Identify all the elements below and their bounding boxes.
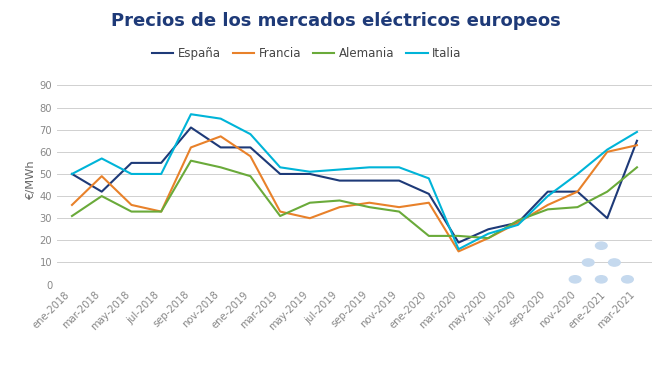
Italia	[425, 176, 433, 181]
Alemania	[306, 201, 314, 205]
Alemania	[157, 209, 165, 214]
Francia	[216, 134, 224, 139]
España	[157, 161, 165, 165]
Francia	[247, 154, 255, 158]
España	[187, 125, 195, 130]
España	[573, 189, 581, 194]
Line: Alemania: Alemania	[72, 161, 637, 238]
Line: España: España	[72, 128, 637, 243]
Francia	[366, 201, 374, 205]
España	[216, 145, 224, 150]
Francia	[514, 220, 522, 225]
España	[425, 192, 433, 196]
Italia	[97, 156, 106, 161]
España	[603, 216, 612, 221]
Italia	[187, 112, 195, 116]
España	[395, 178, 403, 183]
Francia	[633, 143, 641, 147]
España	[335, 178, 343, 183]
Italia	[247, 132, 255, 137]
Francia	[157, 209, 165, 214]
España	[247, 145, 255, 150]
Italia	[276, 165, 284, 170]
Alemania	[128, 209, 136, 214]
Alemania	[514, 218, 522, 223]
Line: Francia: Francia	[72, 137, 637, 251]
Alemania	[544, 207, 552, 212]
Italia	[366, 165, 374, 170]
Italia	[395, 165, 403, 170]
Francia	[128, 203, 136, 207]
Francia	[573, 189, 581, 194]
Francia	[454, 249, 462, 254]
España	[306, 172, 314, 176]
Ellipse shape	[622, 276, 633, 283]
Francia	[544, 203, 552, 207]
Italia	[573, 172, 581, 176]
Alemania	[395, 209, 403, 214]
España	[485, 227, 493, 231]
España	[128, 161, 136, 165]
España	[544, 189, 552, 194]
Francia	[187, 145, 195, 150]
Alemania	[247, 174, 255, 179]
Alemania	[366, 205, 374, 209]
Alemania	[187, 158, 195, 163]
Italia	[306, 170, 314, 174]
Line: Italia: Italia	[72, 114, 637, 249]
Text: Precios de los mercados eléctricos europeos: Precios de los mercados eléctricos europ…	[111, 11, 561, 30]
Francia	[306, 216, 314, 221]
Ellipse shape	[583, 259, 594, 266]
Francia	[603, 150, 612, 154]
Italia	[216, 116, 224, 121]
Italia	[544, 194, 552, 198]
Ellipse shape	[609, 259, 620, 266]
Y-axis label: €/MWh: €/MWh	[26, 160, 36, 199]
Ellipse shape	[595, 242, 607, 249]
Italia	[335, 167, 343, 172]
Italia	[514, 222, 522, 227]
España	[97, 189, 106, 194]
Francia	[395, 205, 403, 209]
Ellipse shape	[569, 276, 581, 283]
Alemania	[485, 236, 493, 240]
España	[633, 138, 641, 143]
Alemania	[454, 234, 462, 238]
Alemania	[97, 194, 106, 198]
Alemania	[335, 198, 343, 203]
Italia	[128, 172, 136, 176]
Italia	[157, 172, 165, 176]
Francia	[97, 174, 106, 179]
Francia	[276, 209, 284, 214]
Alemania	[68, 214, 76, 218]
Italia	[603, 147, 612, 152]
Italia	[485, 231, 493, 236]
Italia	[68, 172, 76, 176]
España	[276, 172, 284, 176]
Alemania	[603, 189, 612, 194]
Italia	[633, 130, 641, 134]
Francia	[335, 205, 343, 209]
Alemania	[573, 205, 581, 209]
Italia	[454, 247, 462, 251]
Alemania	[633, 165, 641, 170]
Alemania	[216, 165, 224, 170]
Francia	[485, 236, 493, 240]
España	[68, 172, 76, 176]
España	[454, 240, 462, 245]
Alemania	[425, 234, 433, 238]
Legend: España, Francia, Alemania, Italia: España, Francia, Alemania, Italia	[147, 42, 466, 65]
España	[514, 220, 522, 225]
España	[366, 178, 374, 183]
Francia	[425, 201, 433, 205]
Ellipse shape	[595, 276, 607, 283]
Alemania	[276, 214, 284, 218]
Francia	[68, 203, 76, 207]
